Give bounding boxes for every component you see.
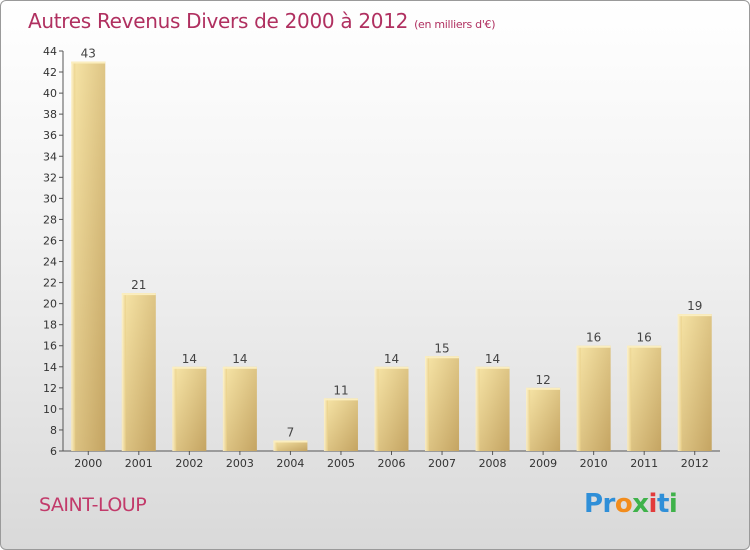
x-tick-label: 2001 <box>125 457 153 470</box>
y-tick-label: 16 <box>43 340 57 353</box>
chart-subtitle: (en milliers d'€) <box>414 18 496 31</box>
bar-top-2012 <box>677 314 712 317</box>
bar-value-label: 19 <box>687 299 702 313</box>
bar-top-2000 <box>71 61 106 64</box>
y-tick-label: 44 <box>43 45 57 58</box>
bar-2005 <box>323 398 358 451</box>
y-tick-label: 8 <box>50 424 57 437</box>
bar-top-2007 <box>425 356 460 359</box>
x-tick-label: 2005 <box>327 457 355 470</box>
bar-highlight-2010 <box>576 345 581 451</box>
y-tick-label: 32 <box>43 171 57 184</box>
y-tick-label: 26 <box>43 234 57 247</box>
bar-highlight-2004 <box>273 440 278 451</box>
bar-top-2001 <box>121 293 156 296</box>
bar-highlight-2007 <box>425 356 430 451</box>
y-tick-label: 38 <box>43 108 57 121</box>
chart-title: Autres Revenus Divers de 2000 à 2012 (en … <box>28 9 496 33</box>
bar-top-2006 <box>374 366 409 369</box>
bar-2012 <box>677 314 712 451</box>
bar-value-label: 14 <box>384 352 399 366</box>
x-tick-label: 2007 <box>428 457 456 470</box>
bar-highlight-2005 <box>323 398 328 451</box>
x-tick-label: 2011 <box>630 457 658 470</box>
axes-group: 6 8 10 12 14 16 18 20 22 24 26 28 30 32 34 36 38 40 42 44 20… <box>43 45 720 470</box>
bar-value-label: 14 <box>182 352 197 366</box>
bar-highlight-2006 <box>374 366 379 451</box>
x-tick-label: 2008 <box>479 457 507 470</box>
bar-highlight-2000 <box>71 61 76 452</box>
bar-top-2010 <box>576 345 611 348</box>
bar-2001 <box>121 293 156 451</box>
y-tick-label: 20 <box>43 298 57 311</box>
bar-value-label: 15 <box>434 341 449 355</box>
y-tick-label: 14 <box>43 361 57 374</box>
x-tick-label: 2006 <box>378 457 406 470</box>
bar-top-2002 <box>172 366 207 369</box>
bar-value-label: 12 <box>535 373 550 387</box>
y-tick-label: 42 <box>43 66 57 79</box>
x-tick-label: 2000 <box>74 457 102 470</box>
bar-highlight-2003 <box>222 366 227 451</box>
y-tick-label: 30 <box>43 192 57 205</box>
bar-2008 <box>475 366 510 451</box>
x-tick-label: 2010 <box>580 457 608 470</box>
y-tick-label: 24 <box>43 256 57 269</box>
bar-highlight-2009 <box>526 387 531 451</box>
y-tick-label: 12 <box>43 382 57 395</box>
commune-name: SAINT-LOUP <box>39 494 147 516</box>
y-tick-label: 36 <box>43 129 57 142</box>
bars-group: 43 21 14 14 7 11 14 15 14 12 16 16 19 <box>71 47 712 452</box>
bar-top-2004 <box>273 440 308 443</box>
proxiti-logo[interactable]: Proxiti <box>584 489 678 519</box>
bar-2000 <box>71 61 106 452</box>
bar-value-label: 21 <box>131 278 146 292</box>
bar-value-label: 16 <box>637 331 652 345</box>
bar-2010 <box>576 345 611 451</box>
bar-value-label: 14 <box>232 352 247 366</box>
x-tick-label: 2003 <box>226 457 254 470</box>
bar-top-2009 <box>526 387 561 390</box>
bar-2009 <box>526 387 561 451</box>
y-tick-label: 6 <box>50 445 57 458</box>
bar-2003 <box>222 366 257 451</box>
x-tick-label: 2004 <box>276 457 304 470</box>
bar-value-label: 7 <box>287 425 295 439</box>
bar-highlight-2011 <box>627 345 632 451</box>
bar-highlight-2008 <box>475 366 480 451</box>
x-tick-label: 2002 <box>175 457 203 470</box>
bar-top-2011 <box>627 345 662 348</box>
bar-2004 <box>273 440 308 451</box>
y-tick-label: 18 <box>43 319 57 332</box>
y-tick-label: 40 <box>43 87 57 100</box>
bar-top-2003 <box>222 366 257 369</box>
bar-value-label: 11 <box>333 383 348 397</box>
bar-highlight-2001 <box>121 293 126 451</box>
bar-value-label: 14 <box>485 352 500 366</box>
chart-title-text: Autres Revenus Divers de 2000 à 2012 <box>28 9 409 33</box>
bar-top-2005 <box>323 398 358 401</box>
bar-top-2008 <box>475 366 510 369</box>
bar-value-label: 16 <box>586 331 601 345</box>
bar-2002 <box>172 366 207 451</box>
bar-value-label: 43 <box>81 47 96 61</box>
y-tick-label: 28 <box>43 213 57 226</box>
x-tick-label: 2012 <box>681 457 709 470</box>
bar-2007 <box>425 356 460 451</box>
bar-highlight-2012 <box>677 314 682 451</box>
bar-2006 <box>374 366 409 451</box>
x-tick-label: 2009 <box>529 457 557 470</box>
y-tick-label: 22 <box>43 277 57 290</box>
bar-2011 <box>627 345 662 451</box>
y-tick-label: 10 <box>43 403 57 416</box>
y-tick-label: 34 <box>43 150 57 163</box>
bar-highlight-2002 <box>172 366 177 451</box>
